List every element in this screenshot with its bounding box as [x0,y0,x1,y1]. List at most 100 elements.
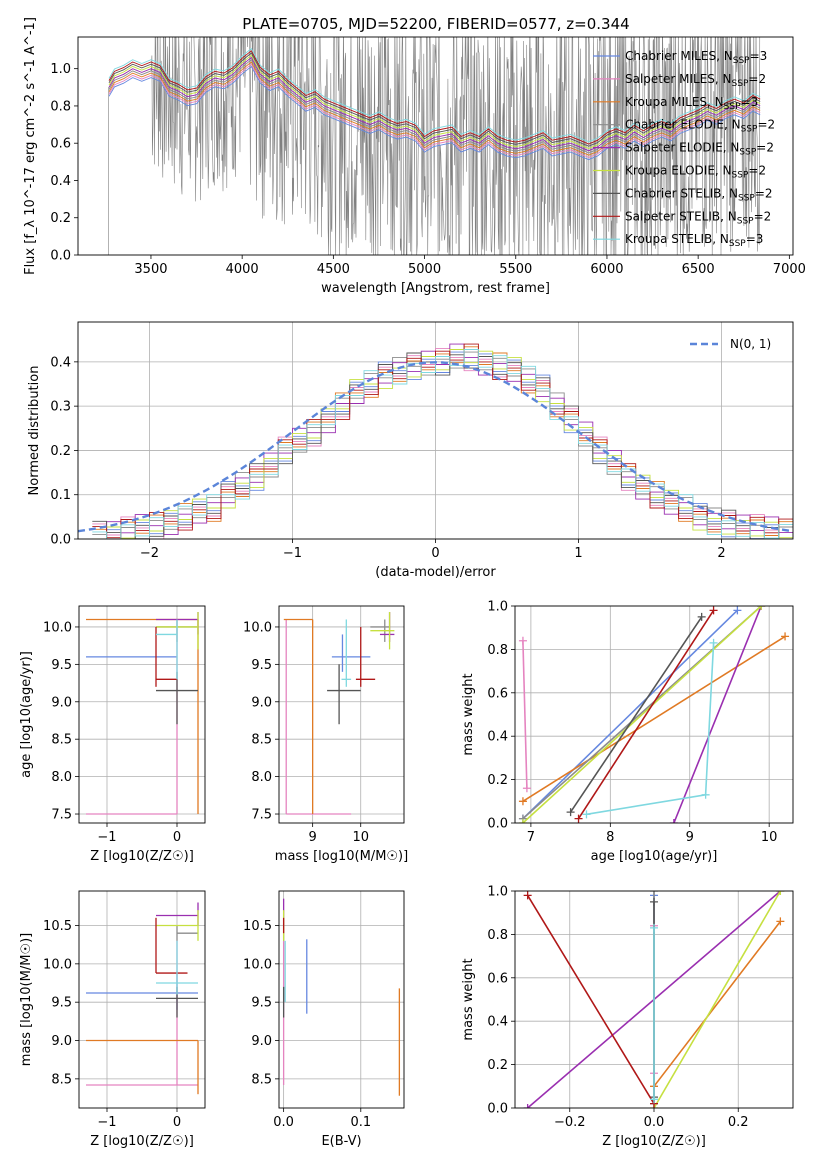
mass-weight-line [526,894,655,1105]
axes-frame [78,605,206,824]
y-tick-label: 9.0 [51,1034,72,1049]
y-tick-label: 0.2 [487,773,508,788]
y-tick-label: 0.0 [487,1102,508,1117]
y-tick-label: 8.0 [251,770,272,785]
x-tick-label: −0.2 [554,1115,586,1130]
x-tick-label: 5500 [499,262,532,277]
y-tick-label: 8.0 [51,770,72,785]
legend-entry: Chabrier MILES, NSSP=3 [625,49,767,66]
y-tick-label: 0.8 [50,99,71,114]
y-tick-label: 0.8 [487,928,508,943]
mass-weight-marker [701,790,710,799]
x-tick-label: 10 [352,830,369,845]
axes-frame [514,890,794,1109]
plot-area [86,902,199,1095]
y-tick-label: 9.0 [251,1034,272,1049]
x-tick-label: 0.2 [728,1115,749,1130]
x-tick-label: 8 [606,830,614,845]
x-tick-label: 0.0 [273,1115,294,1130]
y-axis-label: mass weight [461,958,476,1040]
plot-area [282,898,401,1096]
x-axis-label: Z [log10(Z/Z☉)] [90,1134,194,1149]
panel-massweight_vs_age: 7 8 9 10 0.0 0.2 0.4 0.6 0.8 1.0 age [log10(age/yr… [461,600,794,864]
axes-frame [278,890,405,1109]
spectrum-model-line [108,54,761,149]
y-tick-label: 10.5 [243,919,272,934]
legend-entry: N(0, 1) [730,337,771,351]
mass-weight-line [653,891,782,1108]
spectrum-model-line [108,50,761,145]
x-tick-label: 2 [717,546,725,561]
y-tick-label: 9.5 [251,996,272,1011]
y-tick-label: 7.5 [251,808,272,823]
mass-weight-marker [518,797,527,806]
mass-weight-marker [518,636,527,645]
axes-frame [77,36,794,256]
panel-mass_vs_Z: −1 0 8.5 9.0 9.5 10.0 10.5 Z [log10(Z/Z☉)] mass … [19,890,206,1149]
x-axis-label: wavelength [Angstrom, rest frame] [321,281,550,296]
x-tick-label: 0.0 [644,1115,665,1130]
mass-weight-marker [650,923,658,932]
y-tick-label: 0.2 [50,444,71,459]
x-axis-label: Z [log10(Z/Z☉)] [90,849,194,864]
y-tick-label: 8.5 [251,1072,272,1087]
figure-title: PLATE=0705, MJD=52200, FIBERID=0577, z=0… [242,15,629,33]
y-axis-label: Normed distribution [27,366,42,496]
y-tick-label: 0.6 [487,971,508,986]
x-tick-label: −1 [97,1115,116,1130]
y-tick-label: 8.5 [251,733,272,748]
y-tick-label: 1.0 [487,600,508,615]
x-tick-label: 3500 [134,262,167,277]
plot-area [518,606,790,823]
y-tick-label: 0.3 [50,400,71,415]
y-axis-label: mass [log10(M/M☉)] [19,933,34,1066]
legend-entry: Kroupa ELODIE, NSSP=2 [625,164,766,181]
y-axis-label: mass weight [461,673,476,755]
panel-massweight_vs_Z: −0.2 0.0 0.2 0.0 0.2 0.4 0.6 0.8 1.0 Z [log10(Z/Z… [461,885,794,1149]
y-tick-label: 1.0 [487,885,508,900]
x-axis-label: age [log10(age/yr)] [591,849,718,864]
x-tick-label: 1 [574,546,582,561]
mass-weight-marker [709,606,718,615]
y-tick-label: 0.8 [487,643,508,658]
mass-weight-marker [776,891,785,895]
legend-entry: Chabrier ELODIE, NSSP=2 [625,118,775,135]
y-tick-label: 0.4 [50,174,71,189]
axes-frame [78,890,206,1109]
spectrum-model-line [108,52,761,147]
legend-entry: Salpeter MILES, NSSP=2 [625,72,766,89]
mass-weight-marker [523,1104,532,1108]
mass-weight-line [522,640,528,789]
mass-weight-line [673,606,762,823]
y-tick-label: 9.5 [51,996,72,1011]
x-tick-label: 4500 [317,262,350,277]
x-tick-label: 7000 [773,262,806,277]
y-tick-label: 0.1 [50,488,71,503]
y-tick-label: 0.4 [50,355,71,370]
y-tick-label: 9.0 [251,695,272,710]
spectrum-data-line [103,37,761,255]
axes-frame [278,605,405,824]
y-tick-label: 10.0 [43,620,72,635]
gaussian-curve [78,361,793,533]
legend-entry: Kroupa STELIB, NSSP=3 [625,232,763,249]
mass-weight-marker [518,819,527,823]
x-axis-label: mass [log10(M/M☉)] [275,849,408,864]
x-tick-label: 10 [761,830,778,845]
x-tick-label: 6500 [682,262,715,277]
y-tick-label: 10.0 [243,957,272,972]
mass-weight-marker [650,891,658,895]
y-tick-label: 10.0 [43,957,72,972]
spectrum-model-line [108,65,761,161]
legend: Chabrier MILES, NSSP=3 Salpeter MILES, NS… [593,49,775,249]
y-tick-label: 0.4 [487,1015,508,1030]
mass-weight-marker [669,819,678,823]
x-tick-label: 0 [173,1115,181,1130]
y-tick-label: 0.2 [50,211,71,226]
y-axis-label: age [log10(age/yr)] [19,651,34,778]
x-tick-label: 9 [309,830,317,845]
legend-entry: Salpeter STELIB, NSSP=2 [625,209,771,226]
x-tick-label: 0 [431,546,439,561]
plot-area [78,343,793,539]
